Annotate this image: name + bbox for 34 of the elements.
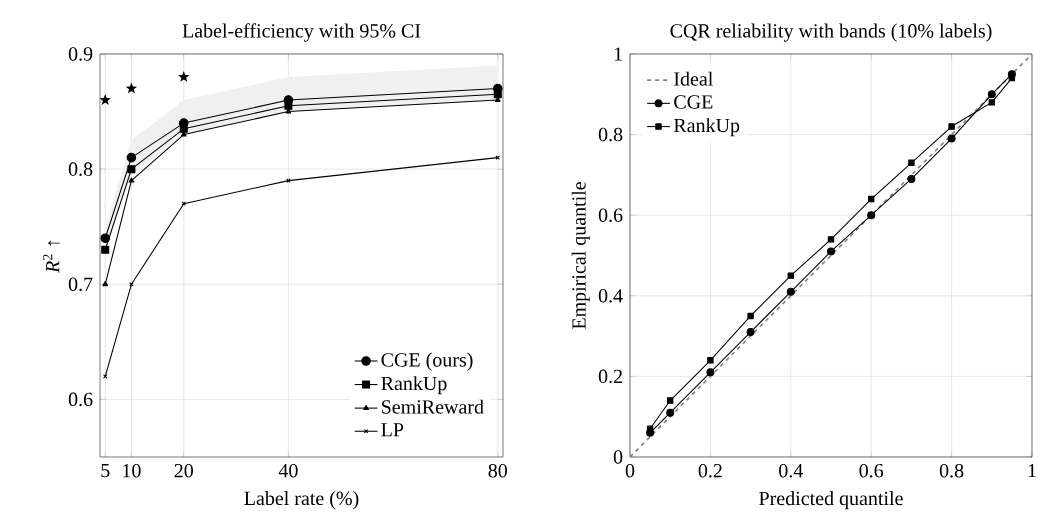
x-tick-label: 20 — [174, 463, 193, 478]
y-axis-title: R$^{2}$ ↑ — [42, 240, 60, 274]
y-tick-label: 1 — [614, 47, 622, 61]
x-tick-label: 10 — [123, 463, 141, 478]
legend-label: RankUp — [381, 376, 447, 395]
x-tick-label: 0.6 — [859, 463, 884, 478]
legend-label: RankUp — [673, 118, 740, 137]
y-tick-label: 0.4 — [598, 289, 623, 303]
x-tick-label: 0.8 — [939, 463, 964, 478]
legend-label: SemiReward — [382, 399, 484, 414]
y-tick-label: 0.6 — [598, 208, 623, 222]
x-axis-title: Predicted quantile — [759, 491, 903, 510]
y-tick-label: 0.2 — [598, 369, 622, 384]
chart-title: CQR reliability with bands (10% labels) — [670, 23, 992, 42]
y-tick-label: 0 — [613, 450, 623, 464]
x-tick-label: 1 — [1028, 463, 1036, 478]
x-tick-label: 40 — [278, 463, 298, 478]
y-tick-label: 0.9 — [68, 47, 93, 61]
legend-label: CGE (ours) — [381, 352, 473, 371]
y-axis-title: Empirical quantile — [571, 182, 590, 330]
x-axis-title: Label rate (%) — [244, 491, 359, 510]
x-tick-label: 0.4 — [779, 463, 803, 478]
x-tick-label: 5 — [101, 463, 110, 478]
y-tick-label: 0.8 — [68, 162, 93, 176]
legend-label: Ideal — [674, 71, 713, 86]
y-tick-label: 0.7 — [68, 277, 93, 292]
x-tick-label: 0 — [625, 463, 635, 478]
y-tick-label: 0.6 — [68, 392, 93, 407]
x-tick-label: 80 — [488, 463, 508, 478]
legend-label: LP — [381, 423, 404, 437]
x-tick-label: 0.2 — [698, 463, 722, 478]
chart-title: Label-efficiency with 95% CI — [182, 23, 421, 42]
y-tick-label: 0.8 — [598, 127, 623, 142]
legend-label: CGE — [674, 95, 713, 109]
